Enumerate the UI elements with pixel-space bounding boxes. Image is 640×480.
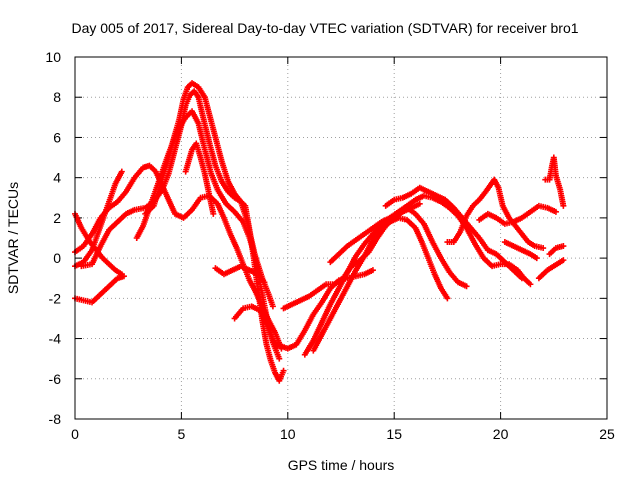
y-tick-label: 6 [53, 129, 61, 145]
y-tick-label: -6 [49, 371, 62, 387]
series-track-q [444, 176, 547, 252]
data-point [276, 355, 283, 362]
x-tick-label: 0 [71, 426, 79, 442]
data-point [560, 257, 567, 264]
data-points [72, 80, 567, 384]
data-point [118, 168, 125, 175]
data-point [463, 283, 470, 290]
y-tick-label: -8 [49, 411, 62, 427]
series-track-k [274, 267, 376, 352]
series-track-r [476, 202, 559, 227]
data-point [280, 367, 287, 374]
y-tick-label: 2 [53, 210, 61, 226]
series-track-o [327, 192, 534, 288]
data-point [120, 273, 127, 280]
y-tick-label: 8 [53, 89, 61, 105]
y-tick-label: 0 [53, 250, 61, 266]
data-point [560, 243, 567, 250]
x-tick-label: 20 [493, 426, 509, 442]
series-track-e [78, 88, 287, 384]
data-point [527, 281, 534, 288]
data-point [369, 267, 376, 274]
data-point [552, 208, 559, 215]
x-tick-label: 10 [280, 426, 296, 442]
data-point [533, 255, 540, 262]
series-track-t [535, 257, 567, 282]
series-track-h [182, 140, 217, 217]
data-point [269, 303, 276, 310]
y-tick-label: -2 [49, 290, 62, 306]
y-axis-label: SDTVAR / TECUs [5, 182, 21, 294]
data-point [416, 200, 423, 207]
x-tick-label: 25 [599, 426, 615, 442]
plot-frame [74, 56, 608, 420]
y-tick-label: 10 [45, 49, 61, 65]
data-point [540, 245, 547, 252]
data-point [518, 275, 525, 282]
x-axis-label: GPS time / hours [288, 457, 395, 473]
series-track-n [310, 204, 470, 354]
y-tick-label: -4 [49, 331, 62, 347]
x-tick-label: 5 [178, 426, 186, 442]
series-track-u [546, 243, 567, 258]
series-track-s [501, 239, 540, 262]
data-point [210, 210, 217, 217]
chart-title: Day 005 of 2017, Sidereal Day-to-day VTE… [71, 20, 578, 36]
x-tick-label: 15 [386, 426, 402, 442]
data-point [560, 202, 567, 209]
series-track-d [72, 273, 127, 306]
data-point [444, 295, 451, 302]
series-track-j [231, 303, 281, 350]
series-track-i [212, 263, 268, 286]
y-tick-label: 4 [53, 170, 61, 186]
data-point [261, 279, 268, 286]
series-track-v [542, 154, 567, 209]
